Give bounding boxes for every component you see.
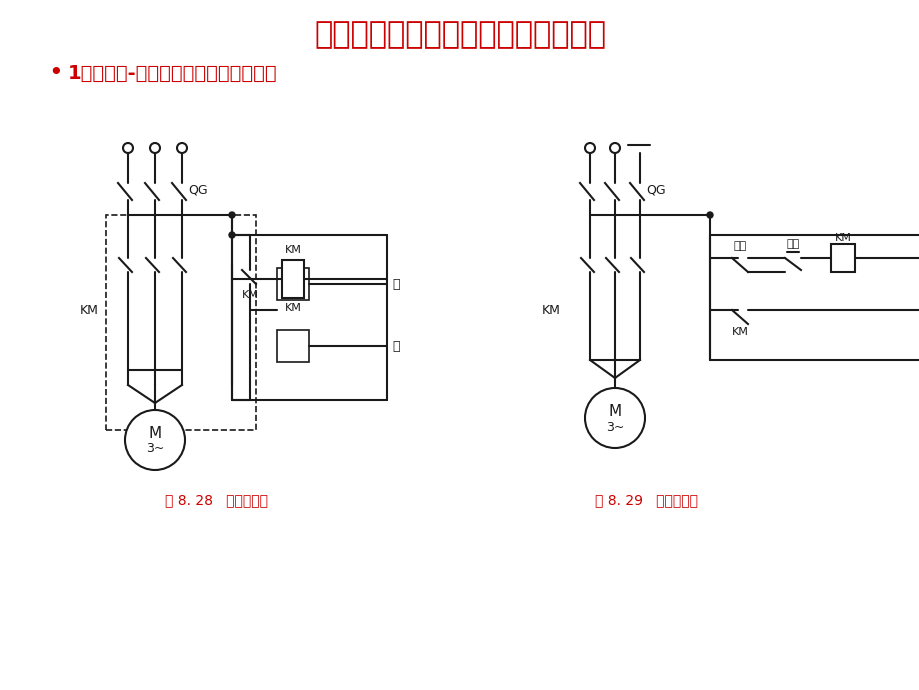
Circle shape [150, 143, 160, 153]
Text: 1、继电器-接触器自动控制线路的构成: 1、继电器-接触器自动控制线路的构成 [68, 63, 278, 83]
Text: 开: 开 [391, 277, 399, 290]
Circle shape [229, 212, 234, 218]
Circle shape [584, 388, 644, 448]
Text: KM: KM [80, 304, 98, 317]
Bar [277, 330, 309, 362]
Text: KM: KM [284, 245, 301, 255]
Circle shape [123, 143, 133, 153]
Circle shape [229, 232, 234, 238]
Circle shape [706, 212, 712, 218]
Text: 图 8. 28   安装线路图: 图 8. 28 安装线路图 [165, 493, 267, 507]
Bar [282, 260, 303, 298]
Text: •: • [48, 61, 62, 85]
Text: KM: KM [541, 304, 561, 317]
Text: M: M [607, 404, 621, 419]
Text: QG: QG [187, 184, 208, 197]
Text: KM: KM [242, 290, 258, 300]
Text: QG: QG [645, 184, 665, 197]
Bar [830, 244, 854, 272]
Text: M: M [148, 426, 162, 440]
Text: 3~: 3~ [145, 442, 164, 455]
Text: KM: KM [284, 303, 301, 313]
Bar [232, 235, 387, 400]
Bar [106, 215, 255, 430]
Text: 图 8. 29   原理线路图: 图 8. 29 原理线路图 [595, 493, 698, 507]
Text: 停: 停 [391, 339, 399, 353]
Text: 停止: 停止 [786, 239, 799, 249]
Circle shape [176, 143, 187, 153]
Text: 继电器－接触器控制的常用基本线路: 继电器－接触器控制的常用基本线路 [313, 21, 606, 50]
Text: 开动: 开动 [732, 241, 746, 251]
Circle shape [609, 143, 619, 153]
Bar [277, 268, 309, 300]
Text: KM: KM [834, 233, 850, 243]
Text: KM: KM [731, 327, 748, 337]
Text: 3~: 3~ [605, 420, 623, 433]
Circle shape [125, 410, 185, 470]
Circle shape [584, 143, 595, 153]
